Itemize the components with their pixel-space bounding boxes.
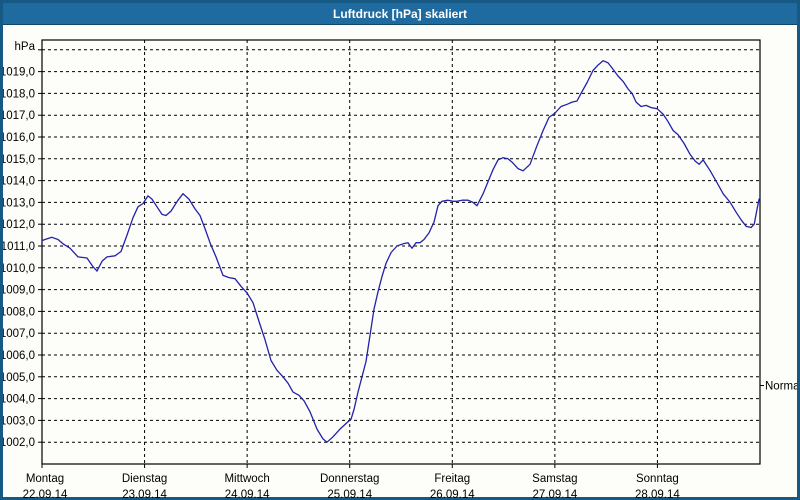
y-tick-label: 1005,0 bbox=[3, 372, 35, 384]
y-tick-label: 1007,0 bbox=[3, 328, 35, 340]
y-tick-label: 1008,0 bbox=[3, 306, 35, 318]
day-date-label: 24.09.14 bbox=[225, 489, 270, 500]
y-tick-label: 1009,0 bbox=[3, 285, 35, 297]
day-date-label: 23.09.14 bbox=[122, 489, 167, 500]
day-date-label: 28.09.14 bbox=[635, 489, 680, 500]
window-title: Luftdruck [hPa] skaliert bbox=[332, 6, 468, 21]
y-tick-label: 1013,0 bbox=[3, 197, 35, 209]
window-titlebar[interactable]: Luftdruck [hPa] skaliert bbox=[3, 3, 797, 25]
plot-border bbox=[41, 39, 761, 465]
day-name-label: Mittwoch bbox=[224, 473, 269, 485]
y-tick-label: 1004,0 bbox=[3, 394, 35, 406]
y-tick-label: 1014,0 bbox=[3, 176, 35, 188]
y-tick-label: 1017,0 bbox=[3, 110, 35, 122]
y-tick-label: 1016,0 bbox=[3, 132, 35, 144]
y-tick-label: 1002,0 bbox=[3, 437, 35, 449]
chart-area: 1002,0 1003,0 1004,0 1005,0 1006,0 1007,0 1008… bbox=[3, 26, 797, 500]
day-date-label: 27.09.14 bbox=[532, 489, 577, 500]
y-tick-label: 1015,0 bbox=[3, 154, 35, 166]
pressure-line bbox=[41, 60, 761, 443]
day-name-label: Donnerstag bbox=[320, 473, 379, 485]
day-name-label: Dienstag bbox=[122, 473, 167, 485]
y-axis-labels: 1002,0 1003,0 1004,0 1005,0 1006,0 1007,0 1008… bbox=[3, 41, 36, 449]
day-name-label: Freitag bbox=[434, 473, 470, 485]
y-tick-label: 1010,0 bbox=[3, 263, 35, 275]
y-tick-label: 1019,0 bbox=[3, 67, 35, 79]
normal-marker: Normal bbox=[760, 381, 797, 393]
day-name-label: Montag bbox=[26, 473, 64, 485]
y-tick-label: 1003,0 bbox=[3, 415, 35, 427]
y-axis-unit-label: hPa bbox=[15, 41, 36, 53]
day-name-label: Sonntag bbox=[636, 473, 679, 485]
y-tick-label: 1011,0 bbox=[3, 241, 35, 253]
day-date-label: 26.09.14 bbox=[430, 489, 475, 500]
y-tick-label: 1018,0 bbox=[3, 88, 35, 100]
x-axis-labels: Montag 22.09.14 Dienstag 23.09.14 Mittwoch 24… bbox=[23, 473, 681, 500]
day-date-label: 22.09.14 bbox=[23, 489, 68, 500]
y-tick-label: 1012,0 bbox=[3, 219, 35, 231]
gridlines bbox=[38, 40, 760, 468]
day-name-label: Samstag bbox=[532, 473, 577, 485]
y-tick-label: 1006,0 bbox=[3, 350, 35, 362]
normal-marker-label: Normal bbox=[765, 381, 797, 393]
pressure-chart-svg: 1002,0 1003,0 1004,0 1005,0 1006,0 1007,0 1008… bbox=[3, 39, 797, 500]
day-date-label: 25.09.14 bbox=[327, 489, 372, 500]
